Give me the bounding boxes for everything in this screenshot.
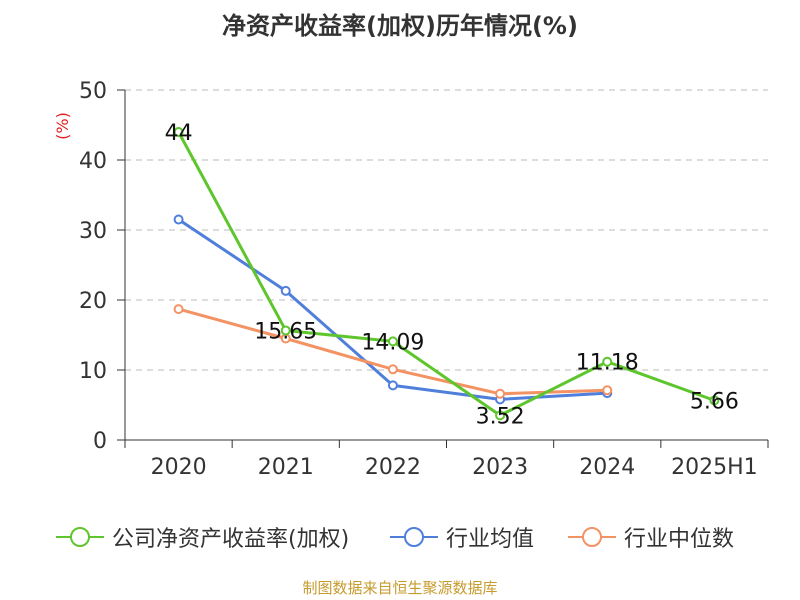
- legend-item-industry-median[interactable]: 行业中位数: [566, 520, 734, 554]
- chart-title: 净资产收益率(加权)历年情况(%): [222, 12, 578, 40]
- data-point[interactable]: [709, 395, 720, 406]
- data-label: 11.18: [576, 351, 639, 376]
- y-tick-label: 0: [93, 429, 107, 454]
- series-lines: [173, 127, 720, 421]
- data-point[interactable]: [387, 336, 398, 347]
- data-point[interactable]: [495, 410, 506, 421]
- y-tick-label: 10: [79, 359, 107, 384]
- legend-item-roe[interactable]: 公司净资产收益率(加权): [54, 520, 349, 554]
- x-tick-label: 2023: [472, 455, 528, 480]
- x-tick-label: 2020: [151, 455, 207, 480]
- y-tick-label: 40: [79, 149, 107, 174]
- series-line-roe: [177, 131, 715, 417]
- y-tick-label: 50: [79, 79, 107, 104]
- y-tick-label: 20: [79, 289, 107, 314]
- data-point[interactable]: [602, 385, 613, 396]
- data-point[interactable]: [602, 356, 613, 367]
- grid-lines: [125, 89, 768, 371]
- data-point[interactable]: [173, 214, 184, 225]
- legend-marker-industry-median: [568, 527, 616, 547]
- data-label: 14.09: [361, 330, 424, 355]
- data-point[interactable]: [280, 285, 291, 296]
- data-label: 44: [165, 121, 193, 146]
- data-point[interactable]: [280, 325, 291, 336]
- data-label: 15.65: [254, 319, 317, 344]
- data-point[interactable]: [495, 388, 506, 399]
- data-point[interactable]: [387, 364, 398, 375]
- legend-marker-roe: [56, 527, 104, 547]
- data-point[interactable]: [173, 304, 184, 315]
- y-axis-label: (%): [53, 112, 72, 140]
- legend-label-industry-avg: 行业均值: [446, 527, 535, 552]
- legend-item-industry-avg[interactable]: 行业均值: [388, 520, 534, 554]
- x-tick-label: 2024: [579, 455, 635, 480]
- x-tick-label: 2022: [365, 455, 421, 480]
- legend-label-roe: 公司净资产收益率(加权): [112, 527, 350, 552]
- x-tick-label: 2025H1: [671, 455, 758, 480]
- data-label: 5.66: [690, 389, 739, 414]
- x-tick-label: 2021: [258, 455, 314, 480]
- data-label: 3.52: [476, 404, 525, 429]
- data-point[interactable]: [173, 127, 184, 137]
- data-labels: 44 15.65 14.09 3.52 11.18 5.66: [165, 121, 739, 429]
- y-tick-label: 30: [79, 219, 107, 244]
- source-note: 制图数据来自恒生聚源数据库: [302, 579, 498, 597]
- data-point[interactable]: [387, 380, 398, 391]
- legend-label-industry-median: 行业中位数: [624, 527, 735, 552]
- axes: 0 10 20 30 40 50 2020 2021 2022 2023 2024 2025H1 (%): [53, 79, 769, 480]
- legend-marker-industry-avg: [390, 527, 438, 547]
